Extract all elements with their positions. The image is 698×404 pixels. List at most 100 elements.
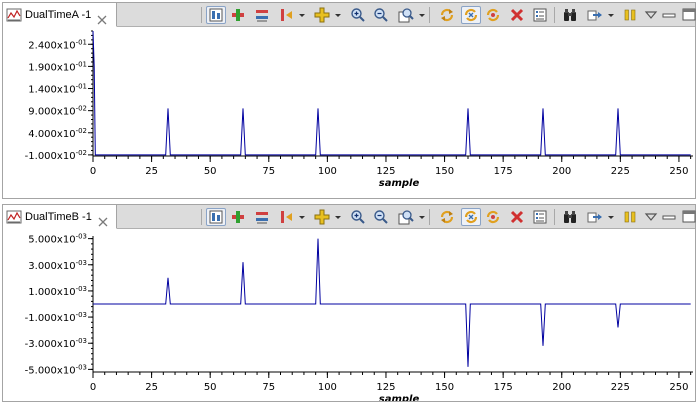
y-tick-label: -1.000x10-02 bbox=[25, 149, 87, 162]
y-tick-label: 4.000x10-02 bbox=[28, 127, 87, 140]
refresh-button[interactable] bbox=[437, 208, 457, 226]
minimize-button[interactable] bbox=[659, 208, 679, 226]
properties-button[interactable] bbox=[530, 6, 550, 24]
add-marker-button[interactable] bbox=[228, 208, 248, 226]
y-tick-exponent: -01 bbox=[76, 38, 87, 46]
tab-label: DualTimeB -1 bbox=[25, 210, 92, 223]
toolbar-separator bbox=[201, 7, 202, 23]
properties-icon bbox=[533, 8, 547, 22]
view-toolbar: DualTimeB -1 bbox=[3, 205, 698, 229]
sync-all-icon bbox=[486, 8, 500, 22]
dropdown-arrow-icon[interactable] bbox=[608, 216, 614, 219]
x-tick-label: 50 bbox=[204, 382, 217, 393]
graph-view-a: DualTimeA -1 2.400x10-01 1.900x10-01 1.400… bbox=[2, 2, 696, 199]
y-tick-exponent: -02 bbox=[76, 149, 87, 157]
remove-button[interactable] bbox=[507, 6, 527, 24]
zoom-out-icon bbox=[374, 210, 388, 224]
dropdown-arrow-icon[interactable] bbox=[608, 14, 614, 17]
minimize-icon bbox=[662, 13, 676, 18]
y-tick-label: 3.000x10-03 bbox=[28, 259, 87, 272]
add-series-button[interactable] bbox=[312, 6, 332, 24]
pause-button[interactable] bbox=[620, 6, 640, 24]
y-tick-exponent: -03 bbox=[76, 285, 87, 293]
x-axis-title: sample bbox=[379, 394, 420, 401]
axis-settings-button[interactable] bbox=[206, 6, 226, 24]
pause-button[interactable] bbox=[620, 208, 640, 226]
series-line bbox=[92, 30, 691, 156]
zoom-in-button[interactable] bbox=[348, 208, 368, 226]
remove-icon bbox=[510, 210, 524, 224]
x-tick-label: 75 bbox=[262, 166, 275, 177]
marker-range-icon bbox=[256, 10, 268, 22]
binoculars-icon bbox=[564, 9, 576, 21]
properties-button[interactable] bbox=[530, 208, 550, 226]
tab-dualtime-b[interactable]: DualTimeB -1 bbox=[3, 205, 117, 229]
toolbar-separator bbox=[429, 209, 430, 225]
y-tick-label: -3.000x10-03 bbox=[25, 337, 87, 350]
maximize-icon bbox=[682, 8, 696, 21]
sync-all-button[interactable] bbox=[483, 6, 503, 24]
refresh-icon bbox=[440, 8, 454, 22]
minimize-button[interactable] bbox=[659, 6, 679, 24]
dropdown-arrow-icon[interactable] bbox=[299, 14, 305, 17]
export-button[interactable] bbox=[585, 208, 605, 226]
x-tick-label: 225 bbox=[611, 166, 630, 177]
dropdown-arrow-icon[interactable] bbox=[419, 14, 425, 17]
sync-view-icon bbox=[464, 210, 478, 224]
graph-tab-icon bbox=[6, 7, 22, 23]
marker-range-button[interactable] bbox=[252, 208, 272, 226]
export-icon bbox=[587, 10, 602, 21]
y-tick-exponent: -02 bbox=[76, 127, 87, 135]
maximize-icon bbox=[682, 210, 696, 223]
add-series-button[interactable] bbox=[312, 208, 332, 226]
zoom-fit-button[interactable] bbox=[396, 208, 416, 226]
add-marker-button[interactable] bbox=[228, 6, 248, 24]
zoom-in-icon bbox=[351, 210, 365, 224]
sync-view-button[interactable] bbox=[461, 208, 481, 226]
y-tick-exponent: -03 bbox=[76, 337, 87, 345]
pause-icon bbox=[624, 211, 636, 223]
dropdown-arrow-icon[interactable] bbox=[299, 216, 305, 219]
close-icon[interactable] bbox=[98, 212, 108, 226]
marker-range-button[interactable] bbox=[252, 6, 272, 24]
sync-all-button[interactable] bbox=[483, 208, 503, 226]
maximize-button[interactable] bbox=[679, 6, 698, 24]
maximize-button[interactable] bbox=[679, 208, 698, 226]
y-tick-label: 2.400x10-01 bbox=[28, 38, 87, 51]
zoom-fit-button[interactable] bbox=[396, 6, 416, 24]
step-marker-button[interactable] bbox=[276, 208, 296, 226]
remove-button[interactable] bbox=[507, 208, 527, 226]
tab-dualtime-a[interactable]: DualTimeA -1 bbox=[3, 3, 117, 27]
view-menu-icon bbox=[644, 11, 658, 19]
add-marker-icon bbox=[232, 9, 244, 21]
toolbar-separator bbox=[554, 209, 555, 225]
view-menu-button[interactable] bbox=[641, 6, 661, 24]
axis-settings-button[interactable] bbox=[206, 208, 226, 226]
x-tick-label: 225 bbox=[611, 382, 630, 393]
binoculars-button[interactable] bbox=[560, 6, 580, 24]
step-marker-icon bbox=[281, 211, 292, 223]
view-menu-button[interactable] bbox=[641, 208, 661, 226]
x-tick-label: 125 bbox=[376, 382, 395, 393]
dropdown-arrow-icon[interactable] bbox=[335, 216, 341, 219]
add-series-icon bbox=[314, 209, 330, 225]
step-marker-button[interactable] bbox=[276, 6, 296, 24]
zoom-out-button[interactable] bbox=[371, 6, 391, 24]
y-tick-exponent: -03 bbox=[76, 259, 87, 267]
binoculars-button[interactable] bbox=[560, 208, 580, 226]
y-tick-label: -5.000x10-03 bbox=[25, 363, 87, 376]
axis-settings-icon bbox=[209, 8, 223, 22]
graph-view-b: DualTimeB -1 5.000x10-03 3.000x10-03 1.000… bbox=[2, 204, 696, 402]
zoom-out-button[interactable] bbox=[371, 208, 391, 226]
dropdown-arrow-icon[interactable] bbox=[419, 216, 425, 219]
series-line bbox=[93, 238, 691, 367]
dropdown-arrow-icon[interactable] bbox=[335, 14, 341, 17]
sync-view-button[interactable] bbox=[461, 6, 481, 24]
refresh-button[interactable] bbox=[437, 6, 457, 24]
zoom-in-button[interactable] bbox=[348, 6, 368, 24]
export-button[interactable] bbox=[585, 6, 605, 24]
close-icon[interactable] bbox=[97, 10, 107, 24]
tab-label: DualTimeA -1 bbox=[25, 8, 92, 21]
y-tick-exponent: -02 bbox=[76, 105, 87, 113]
chart-area-b: 5.000x10-03 3.000x10-03 1.000x10-03 -1.000x… bbox=[25, 233, 693, 401]
